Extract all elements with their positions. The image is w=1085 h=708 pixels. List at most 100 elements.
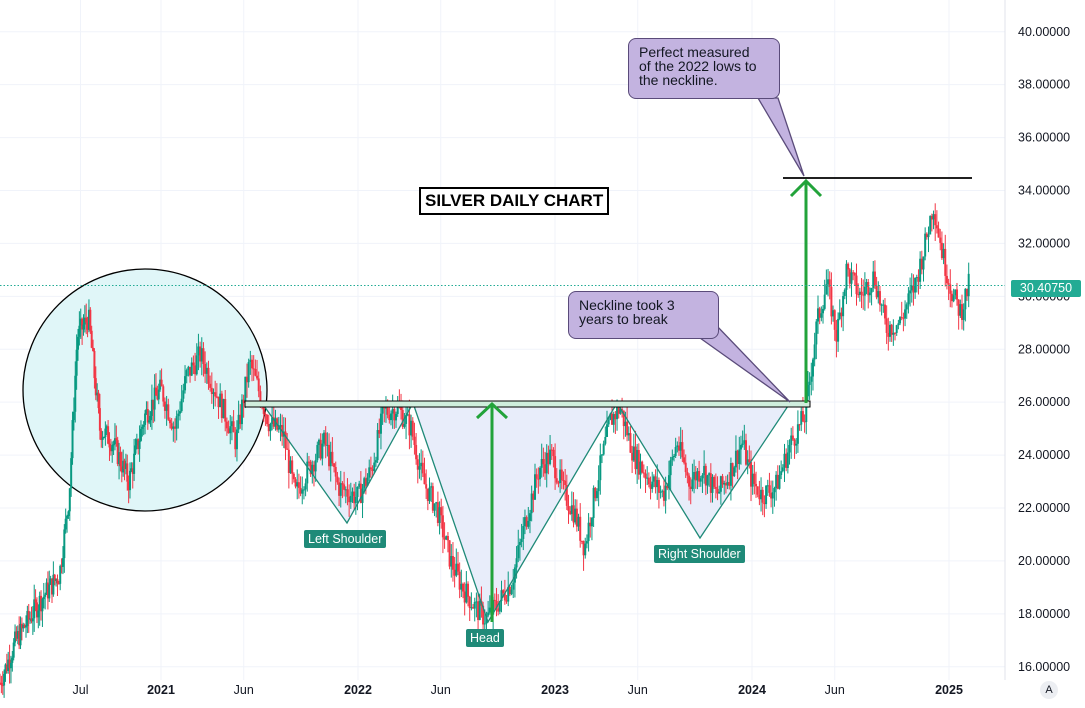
- candle-body: [920, 258, 923, 270]
- candle-body: [945, 275, 948, 284]
- candle-body: [656, 480, 659, 488]
- candle-body: [240, 399, 243, 425]
- candle-body: [159, 379, 162, 390]
- candle-body: [368, 467, 371, 478]
- candle-body: [14, 631, 17, 643]
- y-tick-label: 24.00000: [1018, 448, 1070, 462]
- candle-body: [845, 263, 848, 290]
- candle-body: [470, 607, 473, 609]
- candle-body: [825, 284, 828, 295]
- candle-body: [580, 540, 583, 542]
- candle-body: [383, 407, 386, 409]
- candle-body: [349, 495, 352, 503]
- candle-body: [719, 476, 722, 492]
- candle-body: [83, 317, 86, 325]
- candle-body: [693, 471, 696, 480]
- candle-body: [55, 579, 58, 581]
- candle-body: [379, 413, 382, 434]
- candle-body: [488, 607, 491, 613]
- candle-body: [244, 376, 247, 404]
- candle-body: [33, 599, 36, 619]
- candle-body: [378, 430, 381, 434]
- x-tick-label: Jun: [628, 683, 648, 697]
- candle-body: [540, 459, 543, 468]
- candle-body: [579, 516, 582, 541]
- candle-body: [336, 476, 339, 483]
- candle-body: [79, 318, 82, 326]
- head-label: Head: [466, 629, 504, 647]
- candle-body: [843, 289, 846, 297]
- y-tick-label: 36.00000: [1018, 131, 1070, 145]
- candle-body: [937, 228, 940, 238]
- candle-body: [455, 563, 458, 576]
- candle-body: [321, 443, 324, 459]
- candle-body: [299, 487, 302, 494]
- candle-body: [894, 332, 897, 334]
- candle-body: [34, 599, 37, 603]
- candle-body: [401, 410, 404, 427]
- candle-body: [77, 336, 80, 350]
- candle-body: [302, 489, 305, 491]
- candle-body: [549, 449, 552, 465]
- candle-body: [467, 583, 470, 597]
- candle-body: [781, 467, 784, 472]
- candle-body: [917, 277, 920, 282]
- candle-body: [29, 618, 32, 620]
- candle-body: [569, 510, 572, 515]
- candle-body: [935, 225, 938, 229]
- candle-body: [880, 304, 883, 306]
- candle-body: [31, 618, 34, 622]
- candle-body: [267, 424, 270, 432]
- candle-body: [374, 460, 377, 463]
- candle-body: [49, 578, 52, 585]
- candle-body: [649, 484, 652, 489]
- candle-body: [570, 505, 573, 515]
- candle-body: [152, 399, 155, 410]
- candle-body: [72, 411, 75, 421]
- candle-body: [346, 489, 349, 497]
- candle-body: [554, 456, 557, 479]
- y-tick-label: 18.00000: [1018, 607, 1070, 621]
- candle-body: [194, 365, 197, 375]
- x-tick-label: 2023: [541, 683, 569, 697]
- candle-body: [537, 478, 540, 480]
- candle-body: [413, 436, 416, 445]
- candle-body: [739, 444, 742, 450]
- candle-body: [698, 471, 701, 482]
- candle-body: [744, 440, 747, 465]
- candle-body: [837, 318, 840, 342]
- candle-body: [296, 482, 299, 487]
- candle-body: [741, 443, 744, 445]
- candle-body: [652, 476, 655, 482]
- candle-body: [403, 423, 406, 427]
- candle-body: [400, 407, 403, 411]
- candle-body: [416, 459, 419, 470]
- candle-body: [689, 486, 692, 489]
- y-tick-label: 40.00000: [1018, 25, 1070, 39]
- candle-body: [654, 476, 657, 488]
- candle-body: [885, 318, 888, 333]
- candle-body: [607, 419, 610, 425]
- candle-body: [202, 348, 205, 364]
- candle-body: [460, 583, 463, 590]
- candle-body: [162, 386, 165, 402]
- candle-body: [967, 273, 970, 297]
- candle-body: [45, 582, 48, 595]
- candle-body: [672, 455, 675, 457]
- candle-body: [438, 507, 441, 523]
- candle-body: [791, 435, 794, 440]
- auto-scale-button[interactable]: A: [1040, 681, 1058, 699]
- candle-body: [105, 426, 108, 429]
- candle-body: [810, 376, 813, 382]
- candle-body: [647, 477, 650, 485]
- candle-body: [5, 664, 8, 671]
- candle-body: [56, 579, 59, 584]
- candle-body: [487, 612, 490, 616]
- candle-body: [431, 486, 434, 511]
- candle-body: [559, 469, 562, 484]
- candle-body: [259, 391, 262, 405]
- candle-body: [848, 269, 851, 284]
- candle-body: [145, 409, 148, 414]
- candle-body: [830, 286, 833, 317]
